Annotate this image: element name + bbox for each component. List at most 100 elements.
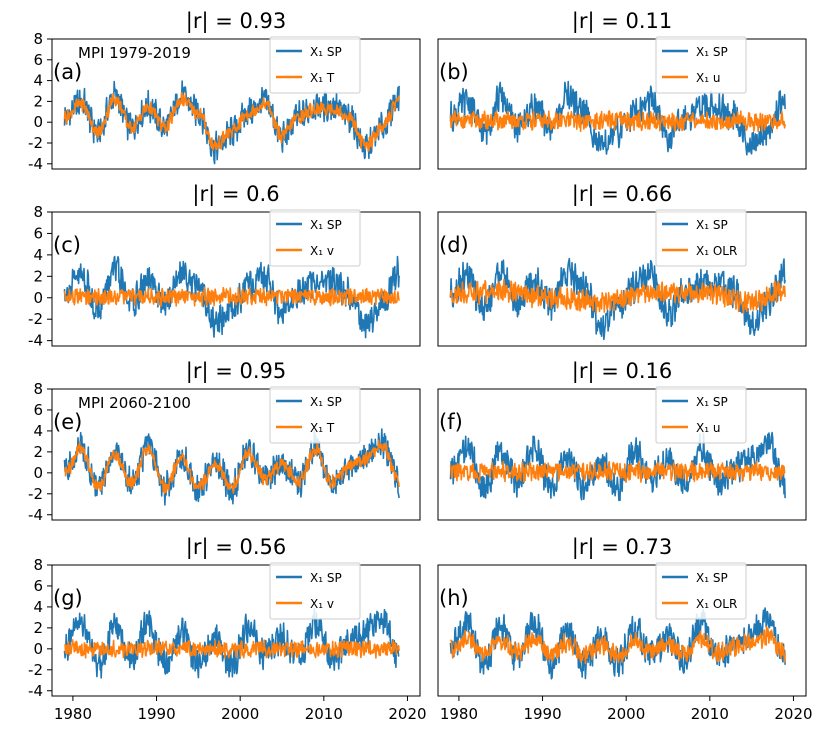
panel-d: |r| = 0.66 X₁ SP X₁ OLR (d): [437, 182, 807, 347]
plot-frame: [437, 564, 807, 697]
x-tick-label: 1980: [440, 705, 478, 723]
panel-h: |r| = 0.73 1980 1990 2000 2010 2020 X₁ SP X₁ OL…: [437, 535, 813, 723]
y-tick-label: 8: [33, 30, 43, 48]
y-tick-label: 4: [33, 246, 43, 264]
y-tick-label: 2: [33, 619, 43, 637]
panel-title: |r| = 0.95: [186, 359, 287, 384]
plot-frame: [51, 388, 421, 521]
panel-label: (d): [439, 233, 469, 257]
x-tick-label: 2000: [221, 705, 259, 723]
y-tick-label: 4: [33, 598, 43, 616]
panel-title: |r| = 0.56: [186, 535, 287, 560]
series-group: [449, 80, 786, 156]
y-tick-label: -4: [28, 332, 43, 350]
plot-frame: [51, 211, 421, 347]
y-tick-label: 2: [33, 267, 43, 285]
y-tick-label: 6: [33, 577, 43, 595]
series-line-var: [63, 91, 400, 152]
series-line-var: [449, 278, 786, 314]
legend-label: X₁ OLR: [696, 244, 737, 258]
plot-frame: [437, 211, 807, 347]
panel-title: |r| = 0.16: [572, 359, 673, 384]
panel-title: |r| = 0.11: [572, 9, 673, 34]
y-tick-label: 0: [33, 464, 43, 482]
panel-a: |r| = 0.93 -4 -2 0 2 4 6 8 X₁ SP X₁ T (a)MPI 1979-…: [28, 9, 421, 173]
legend-label: X₁ v: [310, 597, 334, 611]
legend: X₁ SP X₁ T: [269, 36, 361, 94]
x-tick-label: 2010: [691, 705, 729, 723]
legend: X₁ SP X₁ v: [269, 209, 361, 267]
series-group: [449, 257, 786, 341]
series-line-var: [63, 286, 400, 307]
panel-title: |r| = 0.93: [186, 9, 287, 34]
legend-label: X₁ u: [696, 71, 720, 85]
series-line-sp: [449, 80, 786, 156]
series-line-var: [449, 626, 786, 665]
y-tick-label: 2: [33, 443, 43, 461]
period-label: MPI 2060-2100: [78, 394, 191, 412]
x-tick-label: 2010: [305, 705, 343, 723]
x-tick-label: 2020: [774, 705, 812, 723]
series-line-sp: [63, 607, 400, 679]
y-tick-label: 6: [33, 51, 43, 69]
series-group: [63, 255, 400, 339]
y-tick-label: 8: [33, 380, 43, 398]
legend-label: X₁ SP: [696, 571, 728, 585]
panel-label: (c): [53, 233, 81, 257]
y-tick-label: -2: [28, 661, 43, 679]
panel-label: (g): [53, 586, 83, 610]
x-tick-label: 1990: [137, 705, 175, 723]
series-group: [63, 607, 400, 679]
series-line-var: [449, 110, 786, 132]
panel-g: |r| = 0.56 -4 -2 0 2 4 6 8 1980 1990 2000 2010 2020 X…: [28, 535, 427, 723]
panel-title: |r| = 0.6: [192, 182, 279, 207]
panel-label: (e): [53, 410, 82, 434]
legend-label: X₁ u: [696, 421, 720, 435]
y-tick-label: -2: [28, 134, 43, 152]
legend-label: X₁ SP: [696, 395, 728, 409]
series-group: [449, 607, 786, 680]
legend-label: X₁ SP: [696, 45, 728, 59]
plot-frame: [51, 564, 421, 697]
panel-f: |r| = 0.16 X₁ SP X₁ u (f): [437, 359, 807, 521]
period-label: MPI 1979-2019: [78, 44, 191, 62]
panel-label: (b): [439, 60, 469, 84]
legend-label: X₁ T: [310, 421, 335, 435]
y-tick-label: 0: [33, 113, 43, 131]
legend: X₁ SP X₁ OLR: [655, 562, 747, 620]
y-tick-label: -4: [28, 155, 43, 173]
panel-e: |r| = 0.95 -4 -2 0 2 4 6 8 X₁ SP X₁ T (e)MPI 2060-…: [28, 359, 421, 524]
panel-b: |r| = 0.11 X₁ SP X₁ u (b): [437, 9, 807, 170]
legend: X₁ SP X₁ OLR: [655, 209, 747, 267]
y-tick-label: 2: [33, 92, 43, 110]
y-tick-label: 8: [33, 556, 43, 574]
legend: X₁ SP X₁ T: [269, 386, 361, 444]
legend-label: X₁ SP: [310, 395, 342, 409]
series-line-var: [449, 460, 786, 483]
y-tick-label: 0: [33, 640, 43, 658]
legend-label: X₁ SP: [696, 218, 728, 232]
y-tick-label: -4: [28, 506, 43, 524]
legend: X₁ SP X₁ v: [269, 562, 361, 620]
x-tick-label: 1980: [54, 705, 92, 723]
legend-label: X₁ SP: [310, 45, 342, 59]
y-tick-label: 8: [33, 203, 43, 221]
y-tick-label: 4: [33, 72, 43, 90]
x-tick-label: 2020: [388, 705, 426, 723]
x-tick-label: 2000: [607, 705, 645, 723]
y-tick-label: -2: [28, 485, 43, 503]
x-tick-label: 1990: [523, 705, 561, 723]
series-line-var: [64, 439, 400, 495]
series-group: [63, 428, 400, 506]
panel-label: (a): [53, 60, 82, 84]
plot-frame: [51, 38, 421, 170]
series-group: [63, 80, 400, 165]
y-tick-label: 4: [33, 422, 43, 440]
panel-label: (h): [439, 586, 469, 610]
legend: X₁ SP X₁ u: [655, 36, 747, 94]
legend-label: X₁ OLR: [696, 597, 737, 611]
legend-label: X₁ SP: [310, 218, 342, 232]
legend-label: X₁ v: [310, 244, 334, 258]
panel-title: |r| = 0.66: [572, 182, 673, 207]
